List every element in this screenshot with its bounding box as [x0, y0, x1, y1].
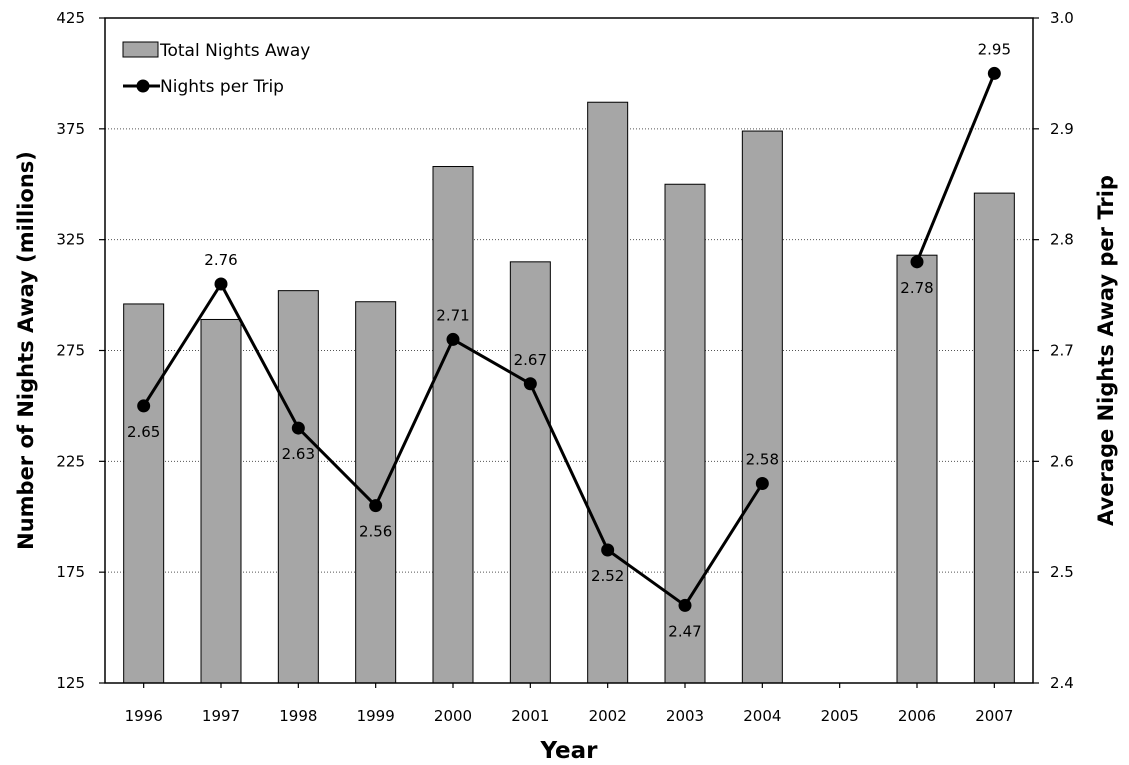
plot-area — [104, 17, 1034, 684]
line-point — [369, 499, 383, 513]
y-axis-right-label: Average Nights Away per Trip — [1094, 175, 1118, 526]
bar — [741, 130, 783, 684]
x-tick-label: 2007 — [975, 707, 1013, 725]
left-tick-label: 225 — [56, 452, 85, 470]
bars — [123, 101, 1015, 684]
data-label: 2.58 — [746, 451, 779, 469]
line-point — [678, 598, 692, 612]
x-tick-label: 1999 — [357, 707, 395, 725]
data-labels: 2.65 2.76 2.63 2.56 2.71 2.67 2.52 2.47 2.58 2.78… — [127, 40, 1011, 640]
left-tick-label: 375 — [56, 120, 85, 138]
data-label: 2.78 — [900, 279, 933, 297]
data-label: 2.52 — [591, 567, 624, 585]
data-label: 2.67 — [514, 351, 547, 369]
x-tick-label: 2003 — [666, 707, 704, 725]
x-tick-label: 2006 — [898, 707, 936, 725]
line-point — [446, 332, 460, 346]
bar — [277, 290, 319, 684]
data-label: 2.71 — [436, 306, 469, 324]
bar — [200, 318, 242, 684]
x-tick-label: 2001 — [511, 707, 549, 725]
x-tick-label: 2000 — [434, 707, 472, 725]
legend-bar-swatch — [122, 41, 159, 58]
x-tick-label: 2002 — [589, 707, 627, 725]
right-tick-label: 2.4 — [1050, 674, 1074, 692]
grid-lines — [105, 128, 1033, 573]
bar — [587, 101, 629, 684]
x-tick-label: 2004 — [743, 707, 781, 725]
left-tick-label: 425 — [56, 9, 85, 27]
x-tick-label: 1998 — [279, 707, 317, 725]
bar — [123, 303, 165, 684]
data-label: 2.65 — [127, 423, 160, 441]
line-point — [291, 421, 305, 435]
line-segment — [915, 72, 996, 263]
line-point — [601, 543, 615, 557]
x-axis-label: Year — [539, 738, 598, 764]
x-tick-label: 2005 — [821, 707, 859, 725]
left-tick-label: 175 — [56, 563, 85, 581]
bar — [509, 261, 551, 684]
nights-per-trip-line — [137, 66, 1001, 612]
line-point — [987, 66, 1001, 80]
data-label: 2.56 — [359, 523, 392, 541]
left-tick-label: 275 — [56, 342, 85, 360]
x-tick-label: 1997 — [202, 707, 240, 725]
right-tick-label: 2.7 — [1050, 342, 1074, 360]
right-axis-ticks: 2.4 2.5 2.6 2.7 2.8 2.9 3.0 — [1033, 9, 1074, 692]
bar — [432, 166, 474, 684]
line-point — [214, 277, 228, 291]
left-tick-label: 125 — [56, 674, 85, 692]
right-tick-label: 2.8 — [1050, 231, 1074, 249]
left-tick-label: 325 — [56, 231, 85, 249]
right-tick-label: 2.5 — [1050, 563, 1074, 581]
legend-line-label: Nights per Trip — [160, 77, 284, 97]
x-tick-label: 1996 — [125, 707, 163, 725]
data-label: 2.76 — [204, 251, 237, 269]
legend-bar-label: Total Nights Away — [159, 41, 310, 61]
right-tick-label: 2.6 — [1050, 452, 1074, 470]
x-axis-ticks: 1996 1997 1998 1999 2000 2001 2002 2003 2004 2005… — [125, 683, 1013, 725]
data-label: 2.63 — [282, 445, 315, 463]
line-point — [523, 377, 537, 391]
y-axis-left-label: Number of Nights Away (millions) — [14, 151, 38, 550]
data-label: 2.47 — [668, 622, 701, 640]
bar — [896, 254, 938, 684]
line-point — [137, 399, 151, 413]
data-label: 2.95 — [978, 40, 1011, 58]
right-tick-label: 2.9 — [1050, 120, 1074, 138]
left-axis-ticks: 125 175 225 275 325 375 425 — [56, 9, 105, 692]
line-point — [910, 255, 924, 269]
legend: Total Nights Away Nights per Trip — [122, 41, 310, 97]
legend-line-marker — [136, 79, 150, 93]
bar — [973, 192, 1015, 684]
line-point — [755, 477, 769, 490]
right-tick-label: 3.0 — [1050, 9, 1074, 27]
